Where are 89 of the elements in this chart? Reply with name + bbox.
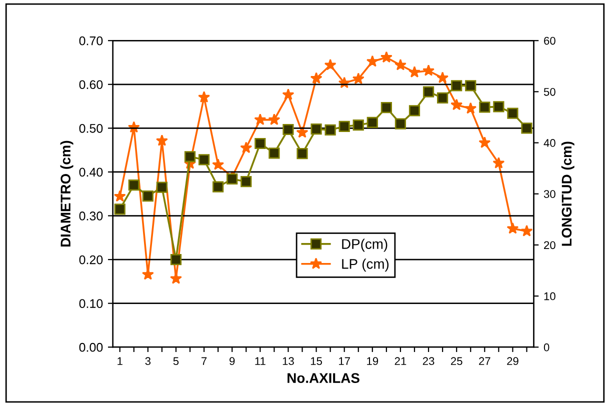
point <box>240 142 252 154</box>
point <box>366 116 378 128</box>
y-tick-label: 0.60 <box>79 80 103 90</box>
y-tick-label: 0.50 <box>79 124 103 133</box>
point <box>493 101 504 112</box>
x-tick-label: 23 <box>422 357 434 366</box>
x-tick-label: 1 <box>118 357 122 365</box>
x-tick-label: 7 <box>202 357 207 365</box>
point <box>380 51 392 63</box>
point <box>212 158 224 170</box>
y2-tick-label: 0 <box>544 343 550 352</box>
point <box>492 156 505 168</box>
point <box>156 134 168 146</box>
x-tick-label: 27 <box>479 357 490 365</box>
y-tick-label: 0.40 <box>79 168 103 177</box>
point <box>142 190 154 202</box>
point <box>156 182 168 193</box>
y2-axis-title: LONGITUD (cm) <box>561 142 574 246</box>
y-tick-label: 0.70 <box>79 36 103 46</box>
point <box>198 154 210 166</box>
point <box>296 126 308 138</box>
point <box>520 224 533 236</box>
point <box>184 151 196 162</box>
point <box>310 72 322 84</box>
point <box>352 72 364 84</box>
point <box>521 122 532 134</box>
point <box>254 138 266 150</box>
x-tick-label: 19 <box>367 357 378 366</box>
point <box>212 181 224 192</box>
x-tick-label: 17 <box>339 357 350 365</box>
point <box>170 254 182 266</box>
y2-tick-label: 30 <box>544 190 556 198</box>
legend-label: LP (cm) <box>342 258 389 272</box>
x-axis-title: No.AXILAS <box>288 373 360 383</box>
y-tick-label: 0.00 <box>79 342 103 352</box>
point <box>436 72 449 84</box>
x-tick-label: 21 <box>394 357 406 365</box>
point <box>450 98 463 110</box>
point <box>464 102 477 114</box>
point <box>366 55 378 67</box>
legend-label: DP(cm) <box>342 238 388 252</box>
x-tick-label: 13 <box>282 357 294 366</box>
point <box>324 58 336 70</box>
y2-tick-label: 50 <box>544 88 556 96</box>
point <box>506 222 519 234</box>
point <box>437 92 448 104</box>
point <box>128 180 140 191</box>
y-tick-label: 0.10 <box>79 299 103 308</box>
point <box>114 204 126 215</box>
x-tick-label: 25 <box>450 357 462 366</box>
point <box>422 86 434 98</box>
point <box>465 80 476 92</box>
point <box>310 124 322 135</box>
point <box>422 64 435 76</box>
point <box>282 88 294 100</box>
y2-tick-label: 60 <box>544 36 556 45</box>
point <box>282 124 294 136</box>
point <box>296 148 308 160</box>
point <box>479 102 490 113</box>
point <box>408 66 420 78</box>
point <box>507 108 518 119</box>
point <box>324 124 336 136</box>
x-tick-label: 5 <box>173 357 179 366</box>
point <box>394 118 406 130</box>
y2-tick-label: 10 <box>544 292 556 300</box>
x-tick-label: 29 <box>507 357 518 366</box>
y-tick-label: 0.30 <box>79 212 103 220</box>
point <box>114 190 126 202</box>
point <box>352 120 364 131</box>
y2-tick-label: 20 <box>544 241 556 250</box>
point <box>338 120 350 132</box>
point <box>478 136 491 148</box>
point <box>198 91 210 102</box>
point <box>268 114 280 125</box>
point <box>254 114 266 125</box>
y2-tick-label: 40 <box>544 139 556 147</box>
x-tick-label: 3 <box>145 357 151 366</box>
y-tick-label: 0.20 <box>79 255 103 264</box>
point <box>394 58 406 70</box>
point <box>451 80 462 92</box>
point <box>408 105 420 116</box>
y-axis-title: DIAMETRO (cm) <box>60 140 74 247</box>
point <box>268 148 280 159</box>
x-tick-label: 11 <box>255 357 266 365</box>
point <box>226 173 238 185</box>
x-tick-label: 15 <box>310 357 322 366</box>
point <box>240 176 252 188</box>
x-tick-label: 9 <box>230 357 235 366</box>
point <box>380 102 392 114</box>
